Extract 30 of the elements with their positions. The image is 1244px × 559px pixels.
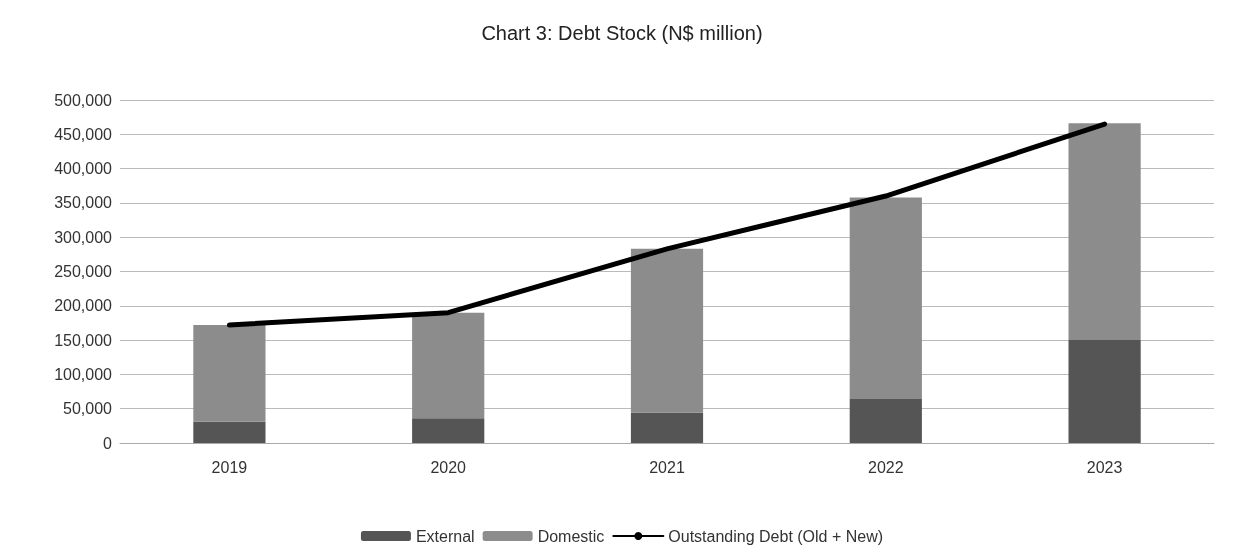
chart-title: Chart 3: Debt Stock (N$ million) <box>481 22 763 44</box>
bar <box>193 325 266 422</box>
bar <box>412 312 485 419</box>
bar <box>849 197 922 400</box>
bar <box>1068 123 1141 341</box>
x-tick-label: 2020 <box>430 458 467 476</box>
legend-label: Outstanding Debt (Old + New) <box>668 527 884 545</box>
bar <box>1068 340 1141 443</box>
x-tick-label: 2022 <box>868 458 904 476</box>
y-tick-label: 200,000 <box>54 297 113 315</box>
y-tick-label: 350,000 <box>54 194 113 212</box>
y-tick-label: 250,000 <box>54 263 113 280</box>
y-tick-label: 400,000 <box>54 160 113 178</box>
bar <box>630 248 704 413</box>
y-tick-label: 450,000 <box>54 125 113 143</box>
y-tick-label: 300,000 <box>54 228 113 246</box>
y-tick-label: 500,000 <box>54 91 113 109</box>
y-tick-label: 0 <box>103 434 113 452</box>
y-tick-label: 50,000 <box>63 400 113 418</box>
bar <box>193 421 266 443</box>
legend-label: External <box>415 527 475 545</box>
bar <box>849 399 922 443</box>
y-tick-label: 100,000 <box>54 365 113 383</box>
y-tick-label: 150,000 <box>54 331 113 349</box>
x-tick-label: 2019 <box>211 458 248 476</box>
x-tick-label: 2021 <box>649 458 685 476</box>
legend-label: Domestic <box>537 527 605 545</box>
bar <box>412 418 485 443</box>
bar <box>630 412 704 443</box>
x-tick-label: 2023 <box>1086 458 1123 476</box>
